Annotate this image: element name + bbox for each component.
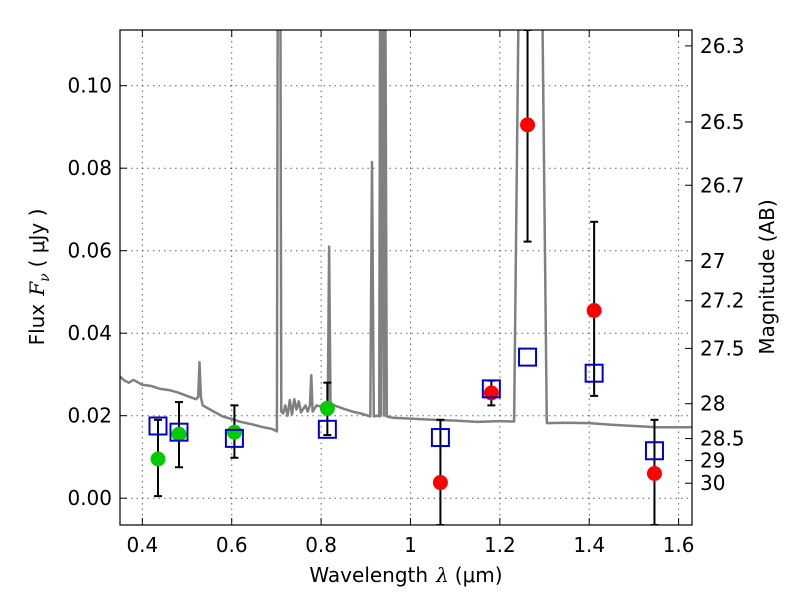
y2-tick-label: 29 xyxy=(700,449,725,473)
model-square xyxy=(644,441,664,461)
model-square xyxy=(584,363,604,383)
y2-tick-label: 28 xyxy=(700,392,725,416)
flux-point xyxy=(171,426,187,442)
model-square xyxy=(148,416,168,436)
flux-point xyxy=(586,303,602,318)
y-tick-label: 0.02 xyxy=(67,404,112,428)
flux-point xyxy=(226,424,242,440)
ticks-layer: 0.4 0.6 0.8 1 1.2 1.4 1.6 0.00 0.02 0.04 0.06 0.08 0… xyxy=(67,30,745,557)
errorbars-layer xyxy=(153,30,659,525)
model-square xyxy=(224,428,244,448)
plot-frame xyxy=(119,29,693,526)
x-tick-label: 0.6 xyxy=(216,533,248,557)
y-tick-label: 0.10 xyxy=(67,74,112,98)
y-tick-label: 0.00 xyxy=(67,486,112,510)
model-square xyxy=(317,419,337,439)
y-tick-label: 0.04 xyxy=(67,321,112,345)
y-tick-label: 0.06 xyxy=(67,239,112,263)
model-square xyxy=(481,379,501,399)
y2-tick-label: 27 xyxy=(700,249,725,273)
x-tick-label: 1.6 xyxy=(663,533,695,557)
flux-point xyxy=(646,465,662,481)
spectrum-line xyxy=(120,30,692,433)
x-axis-label: Wavelength λ (μm) xyxy=(309,563,502,587)
model-square xyxy=(169,422,189,442)
y2-axis-label: Magnitude (AB) xyxy=(755,199,779,354)
grid xyxy=(120,30,692,525)
x-tick-label: 1.2 xyxy=(484,533,516,557)
y2-tick-label: 26.5 xyxy=(700,110,745,134)
y2-tick-label: 27.5 xyxy=(700,336,745,360)
flux-point xyxy=(520,117,536,133)
x-tick-label: 0.4 xyxy=(126,533,158,557)
model-square xyxy=(518,347,538,367)
y2-tick-label: 26.7 xyxy=(700,173,745,197)
y2-tick-label: 27.2 xyxy=(700,289,745,313)
flux-point xyxy=(150,451,166,467)
flux-point xyxy=(319,400,335,416)
y2-tick-label: 28.5 xyxy=(700,427,745,451)
y-tick-label: 0.08 xyxy=(67,156,112,180)
x-tick-label: 1 xyxy=(404,533,417,557)
model-square xyxy=(430,428,450,448)
spectrum-layer xyxy=(120,30,692,433)
y2-tick-label: 30 xyxy=(700,471,725,495)
x-tick-label: 0.8 xyxy=(305,533,337,557)
x-tick-label: 1.4 xyxy=(573,533,605,557)
markers-layer xyxy=(148,117,664,491)
y-axis-label: FluxFν( μJy ) xyxy=(25,209,53,346)
y2-tick-label: 26.3 xyxy=(700,34,745,58)
flux-point xyxy=(432,475,448,491)
